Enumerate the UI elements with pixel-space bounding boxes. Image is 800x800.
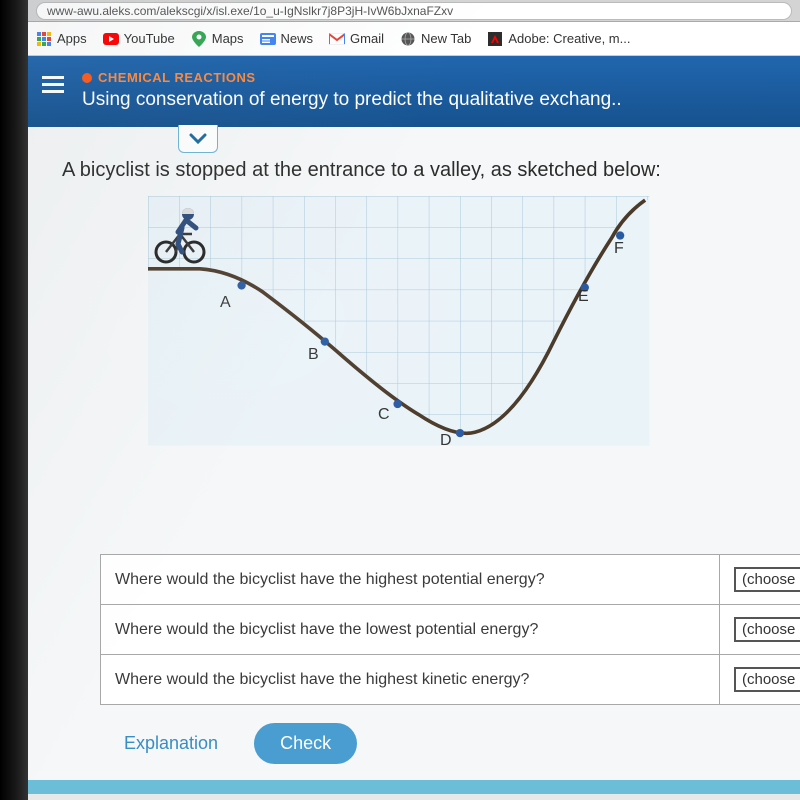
content-area: A bicyclist is stopped at the entrance t…	[28, 127, 800, 794]
valley-figure: A B C D E F	[148, 196, 668, 456]
page-header: CHEMICAL REACTIONS Using conservation of…	[28, 56, 800, 127]
point-b-label: B	[308, 346, 319, 364]
table-row: Where would the bicyclist have the highe…	[101, 655, 800, 705]
adobe-icon	[487, 31, 503, 47]
explanation-button[interactable]: Explanation	[106, 723, 236, 764]
point-d-label: D	[440, 432, 452, 450]
news-icon	[260, 31, 276, 47]
choose-dropdown[interactable]: (choose on	[734, 617, 800, 642]
browser-viewport: www-awu.aleks.com/alekscgi/x/isl.exe/1o_…	[28, 0, 800, 800]
spacer	[28, 464, 800, 554]
menu-hamburger-icon[interactable]	[42, 76, 64, 93]
bookmark-newtab[interactable]: New Tab	[400, 31, 471, 47]
question-cell: Where would the bicyclist have the highe…	[101, 655, 720, 705]
point-a-label: A	[220, 294, 231, 312]
answer-cell: (choose on	[720, 605, 800, 655]
topic-label: CHEMICAL REACTIONS	[82, 70, 622, 85]
chevron-down-icon	[189, 133, 207, 145]
topic-text: CHEMICAL REACTIONS	[98, 70, 256, 85]
footer-bar	[28, 780, 800, 794]
bookmark-news[interactable]: News	[260, 31, 314, 47]
bookmark-adobe[interactable]: Adobe: Creative, m...	[487, 31, 630, 47]
table-row: Where would the bicyclist have the lowes…	[101, 605, 800, 655]
expand-chevron-tab[interactable]	[178, 125, 218, 153]
check-button[interactable]: Check	[254, 723, 357, 764]
topic-dot-icon	[82, 73, 92, 83]
point-c-marker	[393, 400, 401, 408]
answer-cell: (choose on	[720, 555, 800, 605]
bookmark-gmail[interactable]: Gmail	[329, 31, 384, 47]
monitor-bezel	[0, 0, 28, 800]
point-e-label: E	[578, 288, 589, 306]
url-text[interactable]: www-awu.aleks.com/alekscgi/x/isl.exe/1o_…	[36, 2, 792, 20]
bookmark-youtube[interactable]: YouTube	[103, 31, 175, 47]
point-f-marker	[616, 231, 624, 239]
questions-table: Where would the bicyclist have the highe…	[100, 554, 800, 705]
bookmark-label: Gmail	[350, 31, 384, 46]
bookmark-maps[interactable]: Maps	[191, 31, 244, 47]
point-d-marker	[456, 429, 464, 437]
figure-svg	[148, 196, 668, 456]
footer-buttons: Explanation Check	[28, 705, 800, 778]
question-cell: Where would the bicyclist have the highe…	[101, 555, 720, 605]
bookmark-apps[interactable]: Apps	[36, 31, 87, 47]
globe-icon	[400, 31, 416, 47]
point-c-label: C	[378, 406, 390, 424]
url-bar: www-awu.aleks.com/alekscgi/x/isl.exe/1o_…	[28, 0, 800, 22]
question-cell: Where would the bicyclist have the lowes…	[101, 605, 720, 655]
apps-grid-icon	[36, 31, 52, 47]
cyclist-icon	[152, 204, 208, 264]
bookmark-label: Maps	[212, 31, 244, 46]
bookmark-label: Apps	[57, 31, 87, 46]
page-title: Using conservation of energy to predict …	[82, 89, 622, 111]
point-a-marker	[237, 281, 245, 289]
bookmark-label: News	[281, 31, 314, 46]
answer-cell: (choose on	[720, 655, 800, 705]
bookmarks-bar: Apps YouTube Maps News Gmail	[28, 22, 800, 56]
bookmark-label: New Tab	[421, 31, 471, 46]
bookmark-label: Adobe: Creative, m...	[508, 31, 630, 46]
point-b-marker	[321, 337, 329, 345]
bookmark-label: YouTube	[124, 31, 175, 46]
youtube-icon	[103, 31, 119, 47]
choose-dropdown[interactable]: (choose on	[734, 567, 800, 592]
gmail-icon	[329, 31, 345, 47]
maps-icon	[191, 31, 207, 47]
question-prompt: A bicyclist is stopped at the entrance t…	[28, 155, 800, 192]
choose-dropdown[interactable]: (choose on	[734, 667, 800, 692]
table-row: Where would the bicyclist have the highe…	[101, 555, 800, 605]
point-f-label: F	[614, 240, 624, 258]
